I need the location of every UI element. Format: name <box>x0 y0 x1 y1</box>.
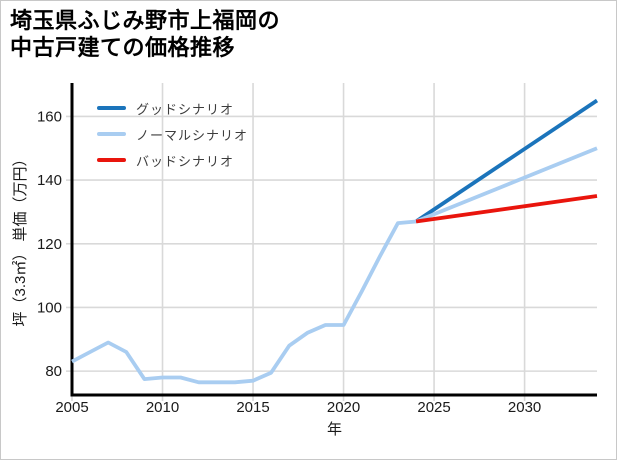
page-title-line1: 埼玉県ふじみ野市上福岡の <box>10 8 281 33</box>
tick-label-y-80: 80 <box>45 363 62 380</box>
legend-item-good: グッドシナリオ <box>97 95 248 121</box>
legend-line-good-icon <box>97 106 126 110</box>
tick-label-x-2015: 2015 <box>236 399 269 416</box>
tick-label-y-120: 120 <box>37 236 62 253</box>
legend-line-normal-icon <box>97 132 126 136</box>
tick-label-y-160: 160 <box>37 108 62 125</box>
tick-label-y-100: 100 <box>37 299 62 316</box>
page-title-line2: 中古戸建ての価格推移 <box>10 35 236 60</box>
tick-label-y-140: 140 <box>37 172 62 189</box>
legend-item-normal: ノーマルシナリオ <box>97 121 248 147</box>
series-line-bad <box>415 194 598 224</box>
page-title: 埼玉県ふじみ野市上福岡の 中古戸建ての価格推移 <box>10 7 280 61</box>
series-line-history <box>71 219 417 385</box>
legend-label-normal: ノーマルシナリオ <box>136 127 249 143</box>
legend-line-bad-icon <box>97 158 126 162</box>
tick-label-x-2030: 2030 <box>508 399 541 416</box>
tick-label-x-2020: 2020 <box>327 399 360 416</box>
x-axis-label: 年 <box>327 421 342 438</box>
legend-label-bad: バッドシナリオ <box>136 153 235 169</box>
tick-label-x-2005: 2005 <box>55 399 88 416</box>
tick-label-x-2025: 2025 <box>417 399 450 416</box>
y-axis-label: 坪（3.3㎡） 単価（万円） <box>12 151 29 326</box>
tick-label-x-2010: 2010 <box>146 399 179 416</box>
series-line-normal <box>415 146 598 224</box>
legend-item-bad: バッドシナリオ <box>97 147 248 173</box>
series-line-good <box>414 98 599 224</box>
legend-label-good: グッドシナリオ <box>136 101 235 117</box>
chart-legend: グッドシナリオ ノーマルシナリオ バッドシナリオ <box>97 95 248 173</box>
